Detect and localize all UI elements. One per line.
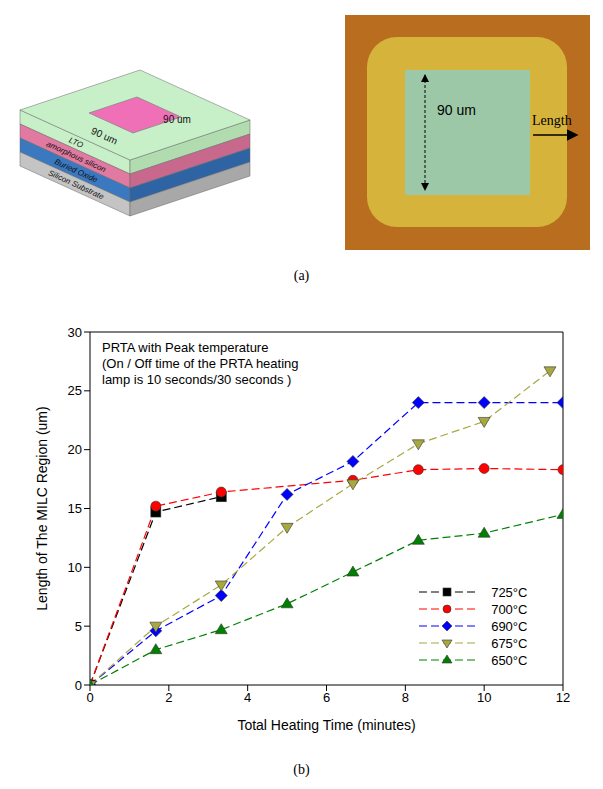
- svg-text:LTO: LTO: [67, 135, 85, 150]
- svg-text:6: 6: [323, 690, 330, 705]
- html-text:(On / Off time of the PRTA hea: (On / Off time of the PRTA heating: [102, 356, 299, 372]
- svg-text:10: 10: [477, 690, 491, 705]
- svg-text:Length: Length: [532, 113, 572, 128]
- svg-text:Total Heating Time (minutes): Total Heating Time (minutes): [237, 717, 415, 733]
- svg-text:Length of The MILC Region (um): Length of The MILC Region (um): [34, 406, 50, 610]
- svg-text:4: 4: [244, 690, 251, 705]
- svg-text:20: 20: [68, 442, 82, 457]
- svg-text:30: 30: [68, 325, 82, 340]
- svg-text:0: 0: [86, 690, 93, 705]
- svg-text:5: 5: [75, 619, 82, 634]
- svg-text:Buried Oxide: Buried Oxide: [53, 157, 99, 185]
- svg-text:15: 15: [68, 501, 82, 516]
- svg-text:8: 8: [402, 690, 409, 705]
- html-text:650°C: 650°C: [491, 652, 528, 668]
- html-text:690°C: 690°C: [491, 618, 528, 634]
- html-text:(a): (a): [293, 268, 310, 283]
- svg-text:90 um: 90 um: [90, 125, 120, 147]
- html-text:725°C: 725°C: [491, 584, 528, 600]
- html-text:675°C: 675°C: [491, 635, 528, 651]
- svg-text:10: 10: [68, 560, 82, 575]
- svg-text:90 um: 90 um: [163, 114, 191, 125]
- svg-text:90 um: 90 um: [437, 102, 476, 118]
- html-text:lamp is 10 seconds/30 seconds: lamp is 10 seconds/30 seconds ): [102, 372, 292, 388]
- html-text:PRTA with Peak temperature: PRTA with Peak temperature: [102, 340, 269, 356]
- svg-text:25: 25: [68, 383, 82, 398]
- html-text:(b): (b): [293, 762, 310, 777]
- svg-text:0: 0: [75, 678, 82, 693]
- svg-text:12: 12: [556, 690, 570, 705]
- svg-text:2: 2: [165, 690, 172, 705]
- html-text:700°C: 700°C: [491, 601, 528, 617]
- svg-text:Silicon Substrate: Silicon Substrate: [47, 168, 106, 201]
